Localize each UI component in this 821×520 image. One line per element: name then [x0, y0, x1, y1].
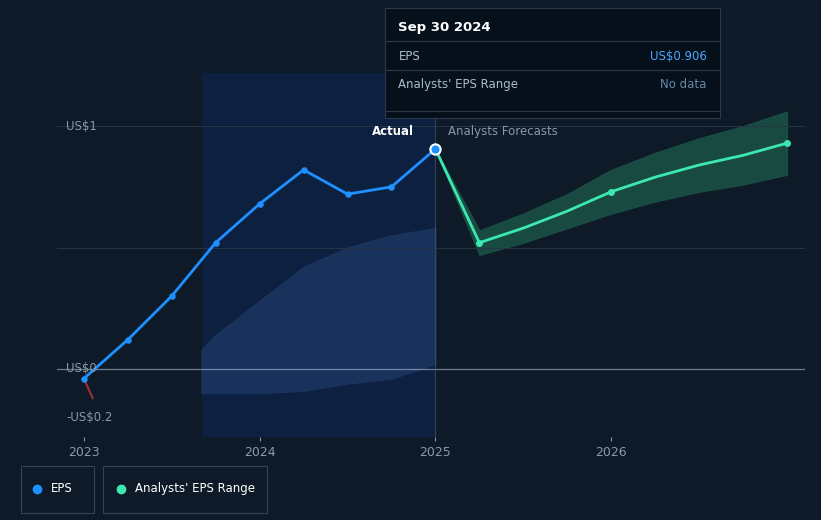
Text: No data: No data: [660, 79, 707, 92]
Point: [253, 200, 266, 208]
Text: US$0: US$0: [67, 362, 97, 375]
Point: [209, 239, 222, 247]
FancyBboxPatch shape: [21, 466, 94, 513]
Text: -US$0.2: -US$0.2: [67, 411, 112, 424]
Text: Analysts' EPS Range: Analysts' EPS Range: [398, 79, 518, 92]
Point: [297, 166, 310, 174]
Point: [781, 139, 794, 147]
Point: [604, 188, 617, 196]
Text: Analysts Forecasts: Analysts Forecasts: [447, 125, 557, 138]
FancyBboxPatch shape: [103, 466, 267, 513]
Point: [429, 145, 442, 153]
Text: EPS: EPS: [398, 50, 420, 63]
Text: US$0.906: US$0.906: [649, 50, 707, 63]
Point: [165, 292, 178, 300]
Point: [473, 239, 486, 247]
Text: EPS: EPS: [52, 483, 73, 495]
Point: [122, 335, 135, 344]
Text: US$1: US$1: [67, 120, 97, 133]
Text: Sep 30 2024: Sep 30 2024: [398, 21, 491, 34]
Text: Analysts' EPS Range: Analysts' EPS Range: [135, 483, 255, 495]
Text: Actual: Actual: [373, 125, 415, 138]
Bar: [202, 73, 435, 437]
Point: [341, 190, 354, 198]
Point: [385, 183, 398, 191]
Point: [77, 374, 90, 383]
Point: [429, 145, 442, 153]
